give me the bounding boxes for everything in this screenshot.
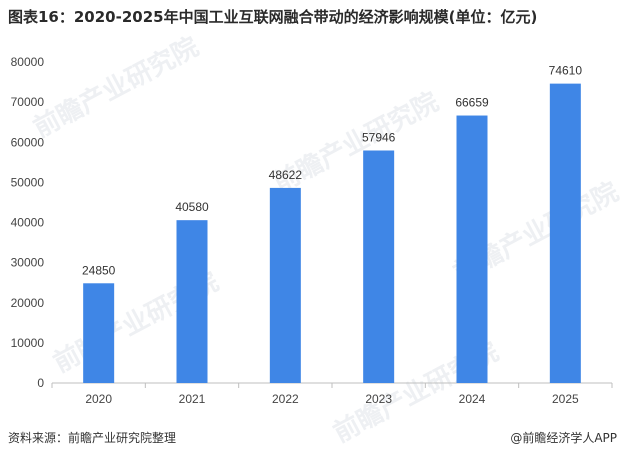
data-label-2022: 48622 — [269, 168, 303, 182]
x-tick-label-2024: 2024 — [459, 392, 486, 406]
watermark-text-3: 前瞻产业研究院 — [28, 31, 203, 144]
x-tick-label-2023: 2023 — [365, 392, 392, 406]
x-tick-label-2021: 2021 — [179, 392, 206, 406]
bar-2022 — [269, 187, 301, 383]
x-axis: 2020 2021 2022 2023 2024 2025 — [51, 382, 613, 406]
y-tick-label-30000: 30000 — [11, 256, 45, 270]
y-tick-label-60000: 60000 — [11, 135, 45, 149]
y-tick-label-10000: 10000 — [11, 336, 45, 350]
y-tick-label-20000: 20000 — [11, 296, 45, 310]
brand-credit: @前瞻经济学人APP — [510, 431, 617, 445]
y-tick-label-80000: 80000 — [11, 55, 45, 69]
chart-title: 图表16：2020-2025年中国工业互联网融合带动的经济影响规模(单位：亿元) — [8, 8, 538, 26]
x-tick-label-2022: 2022 — [272, 392, 299, 406]
data-label-2020: 24850 — [82, 263, 116, 277]
y-tick-label-50000: 50000 — [11, 175, 45, 189]
data-label-2023: 57946 — [362, 130, 396, 144]
source-note: 资料来源：前瞻产业研究院整理 — [8, 431, 177, 445]
data-label-2024: 66659 — [455, 96, 489, 110]
bar-series: 24850 40580 48622 57946 66659 74610 — [82, 64, 582, 383]
y-tick-label-40000: 40000 — [11, 216, 45, 230]
watermark-text-1: 前瞻产业研究院 — [268, 86, 443, 199]
x-tick-label-2020: 2020 — [85, 392, 112, 406]
data-label-2021: 40580 — [175, 200, 209, 214]
bar-2021 — [176, 220, 208, 383]
bar-2020 — [83, 283, 115, 383]
x-tick-label-2025: 2025 — [552, 392, 579, 406]
y-tick-label-70000: 70000 — [11, 95, 45, 109]
bar-2024 — [456, 115, 488, 383]
bar-2023 — [363, 150, 395, 383]
bar-2025 — [549, 83, 581, 383]
y-tick-label-0: 0 — [37, 376, 44, 390]
y-axis: 0 10000 20000 30000 40000 50000 60000 70000 8000… — [11, 55, 45, 390]
data-label-2025: 74610 — [549, 64, 583, 78]
